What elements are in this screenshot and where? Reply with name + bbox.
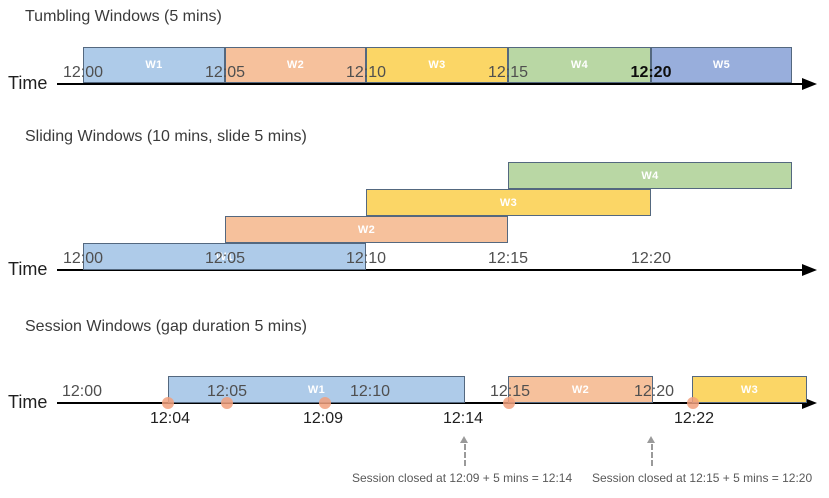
tick-label: 12:20 bbox=[630, 64, 672, 81]
window-bar-w4: W4 bbox=[508, 47, 651, 83]
time-axis-label: Time bbox=[8, 259, 48, 279]
callout-arrow-up-icon bbox=[460, 436, 468, 443]
tick-label: 12:15 bbox=[487, 250, 529, 267]
window-label: W1 bbox=[145, 59, 163, 71]
tick-label: 12:05 bbox=[204, 64, 246, 81]
window-label: W3 bbox=[428, 59, 446, 71]
window-label: W2 bbox=[357, 223, 376, 236]
tick-label: 12:10 bbox=[349, 383, 391, 400]
window-bar-w3: W3 bbox=[366, 47, 508, 83]
tick-label: 12:00 bbox=[61, 383, 103, 400]
window-bar-w1: W1 bbox=[83, 47, 225, 83]
tick-label: 12:05 bbox=[204, 250, 246, 267]
time-axis-line bbox=[57, 83, 802, 85]
event-dot bbox=[221, 397, 233, 409]
callout-arrow-line bbox=[464, 444, 466, 466]
window-label: W3 bbox=[740, 383, 759, 396]
window-bar-w1: W1 bbox=[83, 243, 366, 270]
time-axis-line bbox=[57, 402, 802, 404]
tick-label: 12:05 bbox=[206, 383, 248, 400]
window-label: W2 bbox=[571, 383, 590, 396]
diagram-title: Session Windows (gap duration 5 mins) bbox=[25, 318, 307, 335]
callout-arrow-up-icon bbox=[647, 436, 655, 443]
time-axis-label: Time bbox=[8, 73, 48, 93]
window-bar-w5: W5 bbox=[651, 47, 792, 83]
tick-label: 12:15 bbox=[489, 383, 531, 400]
window-bar-w3: W3 bbox=[692, 376, 807, 403]
window-label: W1 bbox=[307, 383, 326, 396]
tick-label: 12:20 bbox=[630, 250, 672, 267]
tick-label: 12:00 bbox=[62, 250, 104, 267]
event-dot bbox=[687, 397, 699, 409]
event-time-label: 12:04 bbox=[149, 410, 191, 427]
event-dot bbox=[162, 397, 174, 409]
window-label: W5 bbox=[712, 59, 731, 71]
diagram-title: Sliding Windows (10 mins, slide 5 mins) bbox=[25, 128, 307, 145]
window-label: W4 bbox=[641, 169, 659, 182]
event-dot bbox=[503, 397, 515, 409]
callout-arrow-line bbox=[651, 444, 653, 466]
window-label: W4 bbox=[570, 59, 589, 71]
time-axis-label: Time bbox=[8, 392, 48, 412]
window-bar-w3: W3 bbox=[366, 189, 651, 216]
annotation-text: Session closed at 12:09 + 5 mins = 12:14 bbox=[352, 471, 573, 485]
tick-label: 12:20 bbox=[633, 383, 675, 400]
time-axis-line bbox=[57, 269, 802, 271]
window-label: W2 bbox=[286, 59, 305, 71]
event-time-label: 12:09 bbox=[302, 410, 344, 427]
tick-label: 12:10 bbox=[345, 64, 387, 81]
axis-arrowhead-icon bbox=[802, 264, 817, 276]
tick-label: 12:15 bbox=[487, 64, 529, 81]
window-bar-w2: W2 bbox=[225, 216, 508, 243]
event-time-label: 12:22 bbox=[673, 410, 715, 427]
window-label: W1 bbox=[215, 250, 234, 263]
annotation-text: Session closed at 12:15 + 5 mins = 12:20 bbox=[592, 471, 813, 485]
window-bar-w1: W1 bbox=[168, 376, 465, 403]
event-dot bbox=[319, 397, 331, 409]
window-bar-w2: W2 bbox=[225, 47, 366, 83]
window-label: W3 bbox=[499, 196, 518, 209]
diagram-title: Tumbling Windows (5 mins) bbox=[25, 8, 222, 25]
event-time-label: 12:14 bbox=[442, 410, 484, 427]
tick-label: 12:10 bbox=[345, 250, 387, 267]
tick-label: 12:00 bbox=[62, 64, 104, 81]
window-bar-w4: W4 bbox=[508, 162, 792, 189]
window-bar-w2: W2 bbox=[508, 376, 653, 403]
axis-arrowhead-icon bbox=[802, 78, 817, 90]
